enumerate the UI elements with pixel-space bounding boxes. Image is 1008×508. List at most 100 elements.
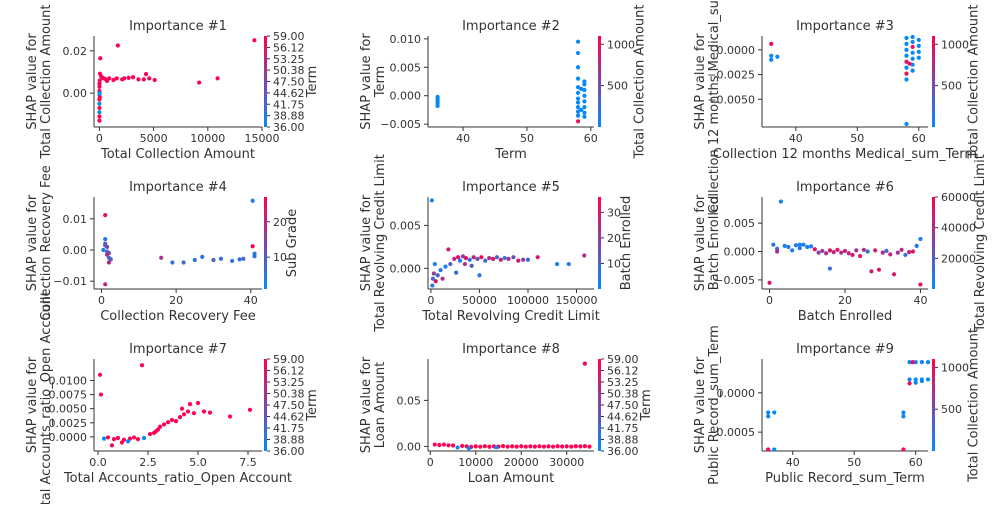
data-point: [910, 249, 916, 254]
x-axis-label: Term: [494, 147, 527, 162]
data-point: [582, 93, 587, 98]
data-point: [431, 271, 436, 276]
colorbar: [264, 36, 267, 127]
data-point: [185, 409, 191, 414]
data-point: [575, 39, 581, 44]
colorbar-label: Total Collection Amount: [966, 4, 981, 159]
data-point: [582, 361, 588, 366]
data-point: [448, 261, 453, 267]
data-point: [135, 437, 141, 442]
x-axis-label: Collection 12 months Medical_sum_Term: [713, 147, 977, 162]
data-point: [211, 257, 216, 263]
data-point: [575, 96, 581, 101]
data-point: [122, 76, 127, 81]
y-axis-label-line2: Loan Amount: [373, 362, 388, 448]
y-axis-label-line2: Total Revolving Credit Limit: [373, 154, 388, 333]
data-point: [429, 198, 434, 203]
data-point: [876, 267, 882, 272]
x-tick-label: 60: [912, 132, 926, 145]
data-point: [506, 256, 511, 262]
data-point: [510, 444, 515, 449]
colorbar-tick-label: 30: [607, 206, 621, 219]
chart-panel-2: Importance #2 40 50 60 −0.005 0.000 0.005 0.010…: [359, 4, 647, 162]
data-point: [582, 444, 588, 449]
data-point: [903, 252, 908, 258]
colorbar-tick-label: 41.75: [273, 98, 305, 111]
data-point: [578, 444, 583, 449]
data-point: [535, 255, 540, 260]
x-tick-label: 50: [520, 132, 534, 145]
x-tick-label: 40: [789, 132, 803, 145]
y-tick-label: 0.00: [63, 244, 88, 257]
y-tick-label: 0.0075: [49, 389, 88, 402]
data-point: [490, 256, 496, 262]
data-point: [438, 267, 443, 273]
colorbar: [598, 197, 601, 289]
data-point: [575, 50, 581, 56]
data-point: [904, 41, 909, 47]
colorbar-tick-label: 40000: [941, 222, 976, 235]
data-point: [131, 435, 137, 440]
colorbar-tick-label: 1000: [941, 38, 969, 51]
y-axis-label-line2: Collection 12 months Medical_sum_Term: [707, 0, 722, 214]
data-point: [181, 412, 187, 417]
x-tick-label: 40: [913, 294, 927, 307]
data-point: [130, 75, 136, 80]
data-point: [97, 372, 103, 377]
data-point: [151, 430, 157, 436]
data-point: [901, 410, 906, 415]
data-point: [579, 86, 584, 91]
x-tick-label: 2.5: [139, 456, 157, 469]
data-point: [126, 75, 131, 80]
x-tick-label: 0: [98, 294, 105, 307]
colorbar: [264, 359, 267, 451]
data-point: [528, 444, 533, 449]
chart-title: Importance #9: [796, 342, 894, 357]
y-tick-label: 0.0100: [49, 374, 88, 387]
data-point: [201, 409, 207, 414]
x-tick-label: 50: [850, 132, 864, 145]
data-point: [511, 255, 516, 260]
data-point: [177, 415, 183, 420]
x-tick-label: 0: [427, 294, 434, 307]
x-axis-label: Total Accounts_ratio_Open Account: [63, 471, 292, 486]
data-point: [215, 76, 220, 81]
data-point: [869, 269, 874, 274]
data-point: [463, 255, 468, 261]
data-point: [766, 414, 771, 419]
x-tick-label: 0: [427, 456, 434, 469]
data-point: [498, 257, 503, 262]
data-point: [443, 264, 448, 269]
data-point: [916, 43, 921, 48]
data-point: [913, 360, 918, 365]
data-point: [582, 99, 587, 104]
x-tick-label: 150000: [556, 294, 598, 307]
chart-panel-1: Importance #1 0 5000 10000 15000 0.00 0.02 Tota…: [25, 4, 320, 162]
colorbar-tick-label: 36.00: [607, 445, 639, 458]
colorbar-tick-label: 1000: [607, 38, 635, 51]
x-tick-label: 60: [584, 132, 598, 145]
y-tick-label: 0.010: [390, 33, 422, 46]
data-point: [575, 119, 581, 124]
y-tick-label: 0.005: [390, 219, 422, 232]
data-point: [181, 260, 186, 265]
data-point: [152, 77, 157, 83]
colorbar-tick-label: 10: [273, 251, 287, 264]
y-tick-label: 0.000: [390, 262, 422, 275]
data-point: [560, 444, 565, 449]
data-point: [564, 444, 569, 449]
data-point: [97, 78, 102, 83]
chart-title: Importance #3: [796, 19, 894, 34]
data-point: [918, 236, 923, 242]
data-point: [907, 360, 912, 365]
colorbar-label: Term: [639, 389, 654, 422]
x-tick-label: 100000: [507, 294, 549, 307]
y-tick-label: 0.02: [63, 45, 88, 58]
y-axis-label-line2: Collection Recovery Fee: [39, 165, 54, 321]
colorbar-tick-label: 47.50: [273, 76, 305, 89]
data-point: [907, 381, 912, 386]
y-tick-label: 0.05: [397, 394, 422, 407]
data-point: [575, 100, 581, 105]
x-tick-label: 5.0: [189, 456, 207, 469]
